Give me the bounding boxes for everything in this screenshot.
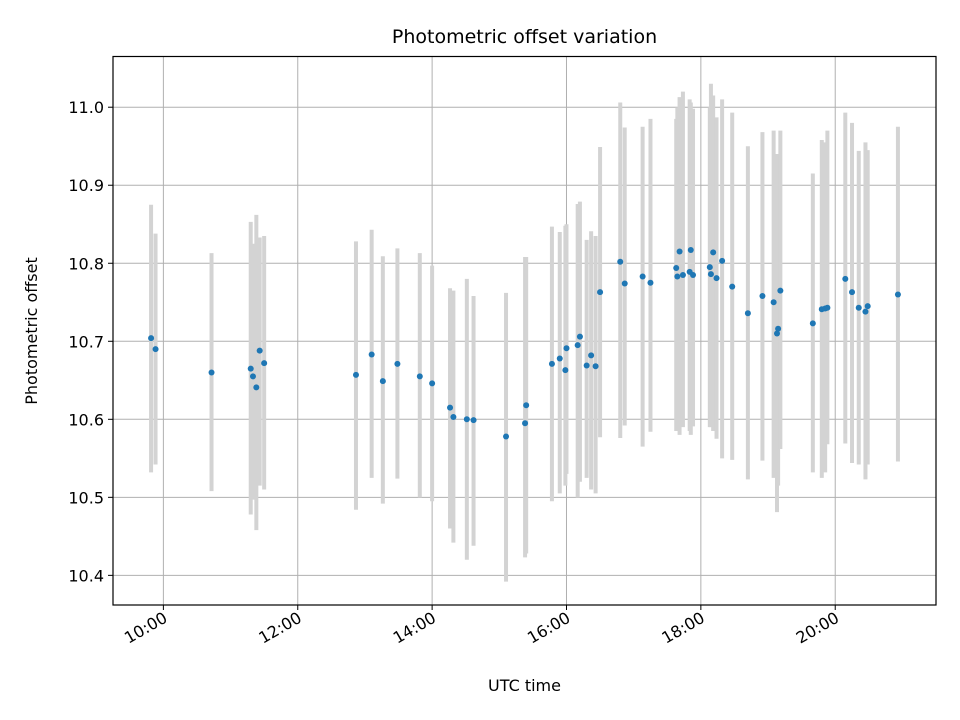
data-point: [775, 325, 782, 332]
data-point: [548, 360, 555, 367]
data-point: [583, 362, 590, 369]
y-tick-label: 10.6: [68, 410, 104, 429]
data-point: [563, 345, 570, 352]
data-point: [562, 367, 569, 374]
data-point: [503, 433, 510, 440]
data-point: [597, 289, 604, 296]
data-point: [710, 249, 717, 256]
data-point: [416, 373, 423, 380]
data-point: [450, 413, 457, 420]
data-point: [148, 335, 155, 342]
data-point: [673, 264, 680, 271]
data-point: [894, 291, 901, 298]
data-point: [208, 369, 215, 376]
y-tick-label: 10.5: [68, 488, 104, 507]
data-point: [770, 299, 777, 306]
data-point: [588, 352, 595, 359]
data-point: [849, 289, 856, 296]
y-tick-label: 11.0: [68, 98, 104, 117]
data-point: [777, 287, 784, 294]
data-point: [368, 351, 375, 358]
data-point: [824, 304, 831, 311]
data-point: [253, 384, 260, 391]
data-point: [429, 380, 436, 387]
data-point: [729, 283, 736, 290]
data-point: [674, 273, 681, 280]
data-point: [687, 246, 694, 253]
data-point: [576, 333, 583, 340]
data-point: [647, 279, 654, 286]
data-point: [247, 365, 254, 372]
data-point: [379, 378, 386, 385]
y-tick-label: 10.7: [68, 332, 104, 351]
data-point: [842, 275, 849, 282]
data-point: [639, 273, 646, 280]
data-point: [592, 363, 599, 370]
data-point: [864, 303, 871, 310]
plot-frame: [112, 55, 937, 606]
data-point: [249, 373, 256, 380]
data-point: [522, 420, 529, 427]
data-point: [676, 248, 683, 255]
data-point: [261, 360, 268, 367]
data-point: [759, 293, 766, 300]
data-point: [394, 360, 401, 367]
data-point: [352, 371, 359, 378]
y-tick-label: 10.8: [68, 254, 104, 273]
data-points: [148, 246, 901, 440]
x-axis-label: UTC time: [488, 676, 561, 695]
data-point: [707, 271, 714, 278]
chart-title: Photometric offset variation: [392, 26, 657, 48]
data-point: [523, 402, 530, 409]
data-point: [690, 271, 697, 278]
data-point: [862, 308, 869, 315]
data-point: [617, 258, 624, 265]
data-point: [855, 304, 862, 311]
data-point: [470, 417, 477, 424]
data-point: [679, 271, 686, 278]
data-point: [809, 320, 816, 327]
data-point: [713, 275, 720, 282]
y-tick-label: 10.4: [68, 566, 104, 585]
data-point: [706, 264, 713, 271]
data-point: [556, 355, 563, 362]
data-point: [574, 342, 581, 349]
data-point: [447, 404, 454, 411]
y-axis-label: Photometric offset: [22, 257, 41, 405]
data-point: [256, 347, 263, 354]
y-tick-label: 10.9: [68, 176, 104, 195]
data-point: [719, 257, 726, 264]
data-point: [773, 330, 780, 337]
data-point: [621, 280, 628, 287]
data-point: [744, 310, 751, 317]
data-point: [152, 346, 159, 353]
data-point: [463, 416, 470, 423]
